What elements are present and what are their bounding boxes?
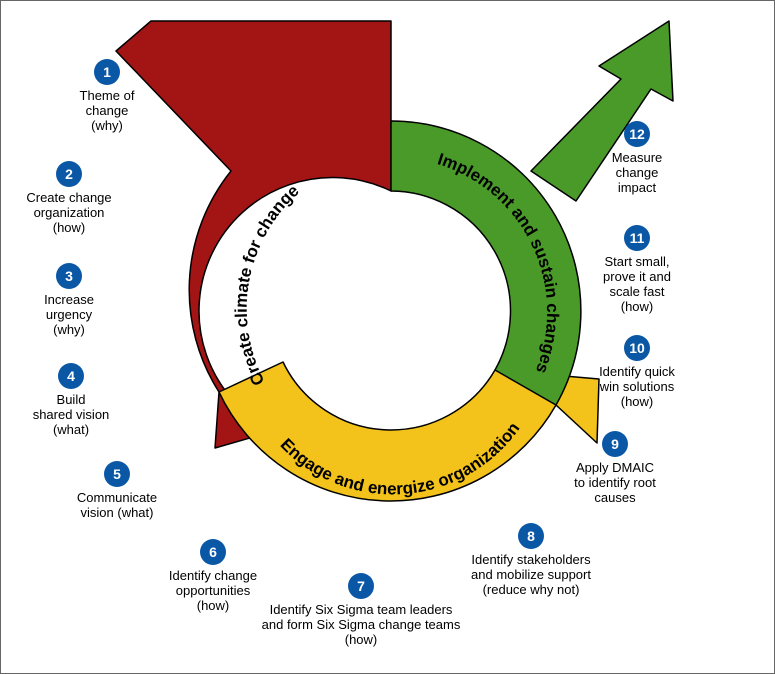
step-badge: 8	[518, 523, 544, 549]
step-9: 9 Apply DMAIC to identify root causes	[540, 431, 690, 506]
step-badge: 12	[624, 121, 650, 147]
step-label: Measure change impact	[567, 151, 707, 196]
step-label: Create change organization (how)	[0, 191, 139, 236]
step-label: Theme of change (why)	[47, 89, 167, 134]
step-badge: 10	[624, 335, 650, 361]
step-badge: 6	[200, 539, 226, 565]
step-label: Increase urgency (why)	[9, 293, 129, 338]
step-4: 4 Build shared vision (what)	[11, 363, 131, 438]
step-label: Start small, prove it and scale fast (ho…	[567, 255, 707, 315]
step-label: Identify quick win solutions (how)	[567, 365, 707, 410]
step-badge: 3	[56, 263, 82, 289]
step-3: 3 Increase urgency (why)	[9, 263, 129, 338]
step-label: Identify stakeholders and mobilize suppo…	[441, 553, 621, 598]
step-12: 12 Measure change impact	[567, 121, 707, 196]
step-label: Identify Six Sigma team leaders and form…	[246, 603, 476, 648]
step-2: 2 Create change organization (how)	[0, 161, 139, 236]
step-badge: 7	[348, 573, 374, 599]
step-badge: 4	[58, 363, 84, 389]
step-1: 1 Theme of change (why)	[47, 59, 167, 134]
step-label: Communicate vision (what)	[47, 491, 187, 521]
step-label: Build shared vision (what)	[11, 393, 131, 438]
step-badge: 5	[104, 461, 130, 487]
step-badge: 1	[94, 59, 120, 85]
step-badge: 9	[602, 431, 628, 457]
step-label: Apply DMAIC to identify root causes	[540, 461, 690, 506]
diagram-frame: Create climate for change Engage and ene…	[0, 0, 775, 674]
step-11: 11 Start small, prove it and scale fast …	[567, 225, 707, 315]
step-badge: 2	[56, 161, 82, 187]
step-8: 8 Identify stakeholders and mobilize sup…	[441, 523, 621, 598]
step-badge: 11	[624, 225, 650, 251]
step-5: 5 Communicate vision (what)	[47, 461, 187, 521]
step-10: 10 Identify quick win solutions (how)	[567, 335, 707, 410]
